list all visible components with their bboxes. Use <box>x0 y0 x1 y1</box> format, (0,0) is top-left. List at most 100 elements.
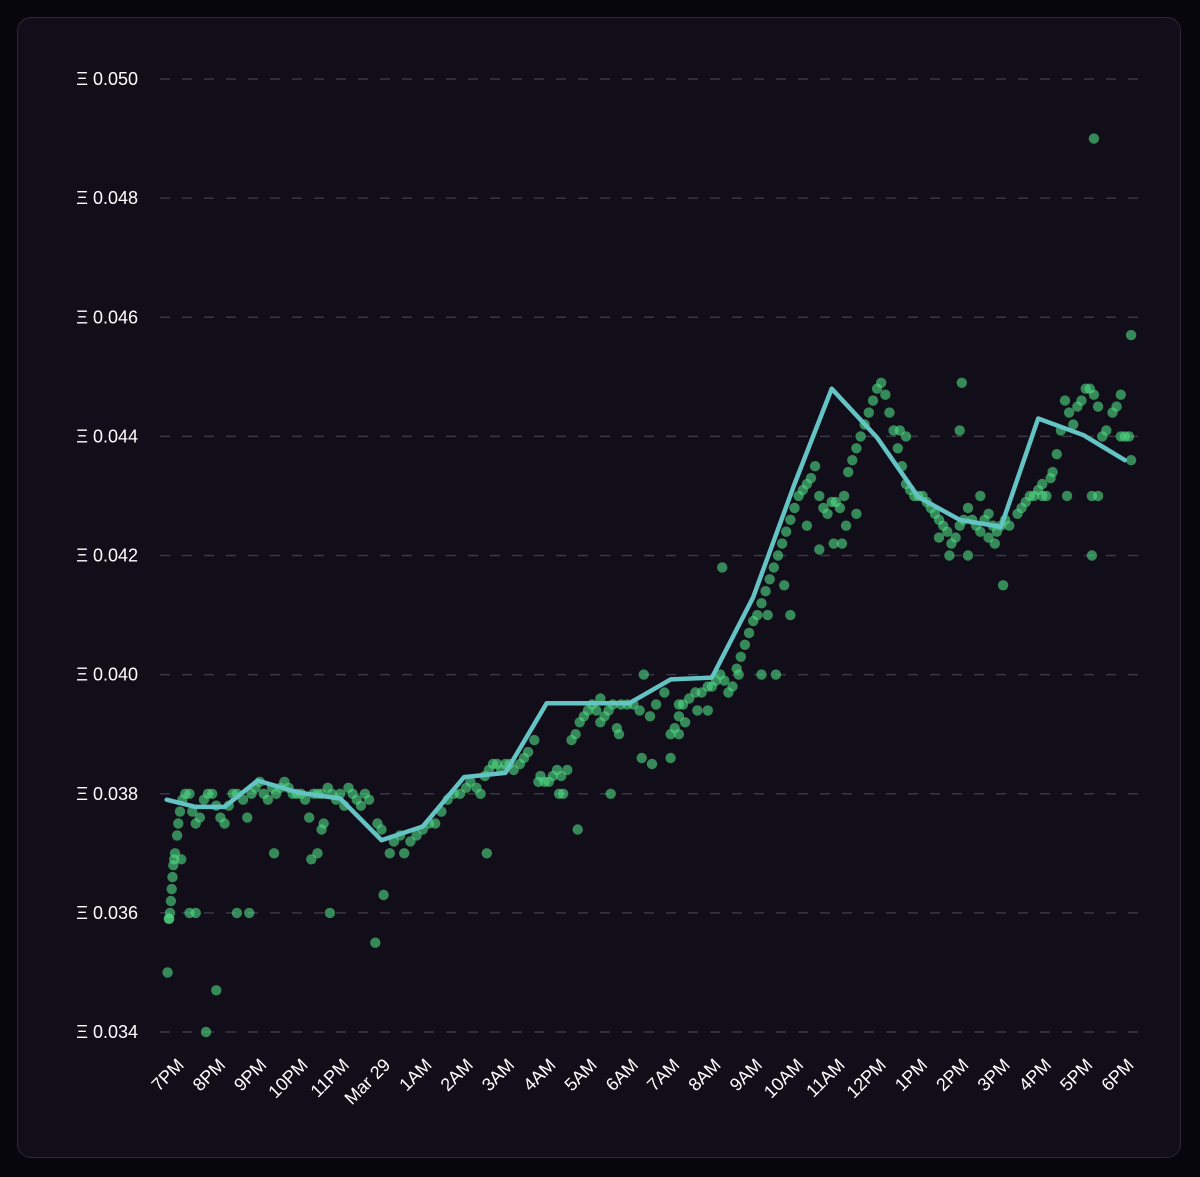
scatter-point <box>1068 419 1079 430</box>
x-tick-label: 12PM <box>843 1055 890 1102</box>
scatter-point <box>244 907 255 919</box>
scatter-point <box>760 586 771 597</box>
scatter-point <box>194 812 205 823</box>
scatter-point <box>376 824 387 835</box>
trend-line <box>164 386 1128 843</box>
x-tick-label: 4PM <box>1015 1055 1055 1095</box>
scatter-point <box>956 377 967 388</box>
scatter-point <box>184 788 195 799</box>
scatter-point <box>299 794 311 805</box>
scatter-point <box>1088 133 1100 144</box>
scatter-point <box>900 431 912 442</box>
scatter-point <box>207 788 218 799</box>
x-tick-label: 7AM <box>643 1055 683 1095</box>
scatter-point <box>570 729 581 740</box>
scatter-point <box>756 669 767 680</box>
scatter-point <box>355 800 367 811</box>
scatter-point <box>1101 425 1112 436</box>
scatter-point <box>605 788 616 799</box>
x-tick-label: 5PM <box>1056 1055 1096 1095</box>
scatter-point <box>529 734 540 746</box>
scatter-point <box>324 907 336 919</box>
x-tick-label: 2AM <box>437 1055 477 1095</box>
scatter-point <box>162 967 173 978</box>
scatter-point <box>166 883 177 895</box>
scatter-point <box>399 848 410 859</box>
scatter-point <box>370 937 381 948</box>
scatter-point <box>743 627 755 639</box>
scatter-point <box>1092 401 1104 412</box>
scatter-point <box>776 538 788 549</box>
scatter-point <box>634 705 645 716</box>
x-tick-label: 8AM <box>684 1055 724 1095</box>
y-tick-label: Ξ 0.044 <box>76 426 138 446</box>
x-tick-label: 3PM <box>974 1055 1014 1095</box>
scatter-points <box>162 133 1137 1038</box>
y-tick-label: Ξ 0.042 <box>76 546 138 566</box>
scatter-point <box>430 818 441 829</box>
scatter-point <box>1041 490 1052 502</box>
x-tick-label: 6PM <box>1097 1055 1137 1095</box>
scatter-point <box>942 526 953 537</box>
scatter-point <box>950 532 961 543</box>
scatter-point <box>814 490 825 502</box>
x-tick-label: 4AM <box>519 1055 559 1095</box>
scatter-point <box>719 675 730 686</box>
scatter-point <box>1059 395 1071 406</box>
scatter-point <box>1063 407 1075 418</box>
scatter-point <box>1125 329 1137 341</box>
scatter-point <box>659 687 670 698</box>
scatter-point <box>613 729 625 740</box>
scatter-point <box>673 729 685 740</box>
scatter-point <box>1004 520 1015 531</box>
scatter-point <box>562 764 573 776</box>
scatter-point <box>481 848 492 859</box>
scatter-point <box>1092 490 1104 502</box>
scatter-point <box>174 806 186 817</box>
scatter-point <box>211 985 222 996</box>
y-tick-label: Ξ 0.050 <box>76 69 138 89</box>
scatter-point <box>836 538 848 549</box>
scatter-point <box>855 431 866 442</box>
scatter-point <box>933 532 945 543</box>
scatter-point <box>702 705 713 716</box>
scatter-point <box>522 746 534 758</box>
scatter-point <box>384 848 395 859</box>
scatter-point <box>312 848 323 859</box>
scatter-point <box>727 681 738 692</box>
scatter-point <box>867 395 879 406</box>
y-tick-label: Ξ 0.034 <box>76 1022 138 1042</box>
scatter-point <box>475 788 486 799</box>
scatter-point <box>1088 389 1100 400</box>
scatter-point <box>880 389 891 400</box>
scatter-point <box>1115 389 1127 400</box>
scatter-point <box>1125 455 1137 466</box>
scatter-point <box>1061 490 1073 502</box>
scatter-point <box>781 526 792 537</box>
x-tick-label: 10AM <box>760 1055 807 1102</box>
scatter-point <box>200 1026 212 1038</box>
y-tick-label: Ξ 0.048 <box>76 188 138 208</box>
x-tick-label: 8PM <box>189 1055 229 1095</box>
scatter-point <box>219 818 230 829</box>
scatter-point <box>164 913 175 924</box>
scatter-point <box>558 788 569 799</box>
scatter-point <box>262 794 274 805</box>
scatter-point <box>843 466 854 478</box>
scatter-point <box>1051 449 1063 460</box>
scatter-point <box>679 717 691 728</box>
scatter-point <box>717 562 728 573</box>
chart-card <box>17 17 1181 1158</box>
scatter-point <box>1086 550 1098 561</box>
scatter-point <box>1076 395 1087 406</box>
scatter-point <box>171 830 183 841</box>
y-tick-label: Ξ 0.038 <box>76 784 138 804</box>
scatter-point <box>876 377 887 388</box>
scatter-point <box>644 711 656 722</box>
scatter-point <box>884 407 895 418</box>
scatter-point <box>814 544 825 555</box>
scatter-point <box>764 574 775 585</box>
scatter-point <box>665 752 676 764</box>
scatter-point <box>636 752 647 764</box>
x-tick-label: 6AM <box>602 1055 642 1095</box>
